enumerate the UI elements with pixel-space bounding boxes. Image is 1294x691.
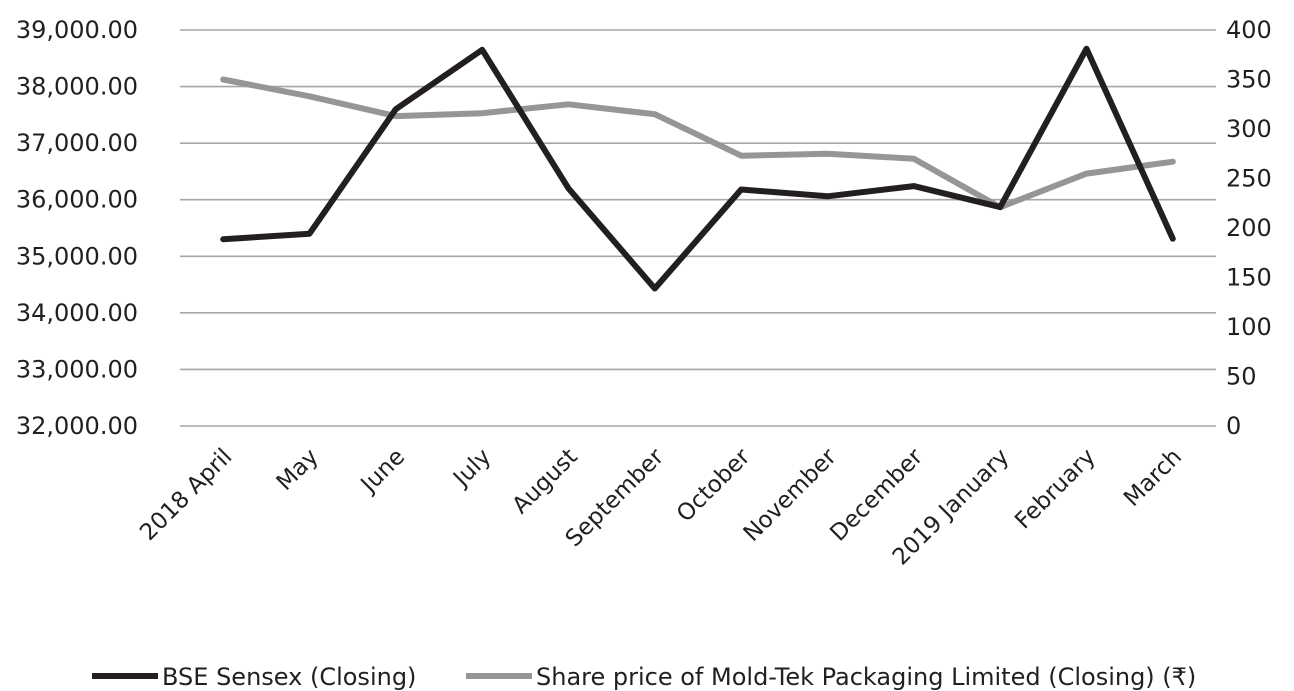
left-tick-label: 33,000.00: [16, 355, 138, 383]
series-lines: [220, 45, 1176, 292]
x-tick-label-august: August: [507, 444, 582, 519]
right-tick-label: 250: [1226, 165, 1272, 193]
legend-label-bse-sensex: BSE Sensex (Closing): [162, 663, 416, 691]
right-tick-label: 150: [1226, 264, 1272, 292]
right-tick-label: 400: [1226, 16, 1272, 44]
right-tick-label: 0: [1226, 412, 1241, 440]
x-tick-label-november: November: [739, 443, 842, 546]
left-tick-label: 39,000.00: [16, 16, 138, 44]
right-tick-label: 50: [1226, 363, 1257, 391]
right-tick-label: 300: [1226, 115, 1272, 143]
gridlines: [180, 29, 1216, 427]
x-tick-label-february: February: [1010, 444, 1100, 534]
right-tick-label: 200: [1226, 214, 1272, 242]
left-tick-label: 35,000.00: [16, 242, 138, 270]
x-tick-label-july: July: [447, 444, 496, 493]
x-tick-label-may: May: [272, 444, 324, 496]
left-tick-label: 36,000.00: [16, 186, 138, 214]
x-tick-label-2018-april: 2018 April: [135, 444, 237, 546]
left-tick-label: 34,000.00: [16, 299, 138, 327]
right-tick-label: 350: [1226, 66, 1272, 94]
legend: BSE Sensex (Closing) Share price of Mold…: [92, 663, 1196, 691]
left-tick-label: 37,000.00: [16, 129, 138, 157]
x-tick-label-march: March: [1119, 444, 1187, 512]
right-tick-label: 100: [1226, 313, 1272, 341]
left-tick-label: 32,000.00: [16, 412, 138, 440]
series-line-share-price-of-mold-tek-packaging-limite: [220, 76, 1176, 211]
right-axis-tick-labels: 0 50 100 150 200 250 300 350 400: [1226, 16, 1272, 440]
x-tick-label-october: October: [672, 443, 756, 527]
left-tick-label: 38,000.00: [16, 73, 138, 101]
legend-label-mold-tek-share-price: Share price of Mold-Tek Packaging Limite…: [536, 663, 1196, 691]
x-tick-label-june: June: [355, 444, 410, 499]
series-line-bse-sensex-closing: [220, 45, 1176, 292]
left-axis-tick-labels: 32,000.00 33,000.00 34,000.00 35,000.00 36,0…: [16, 16, 138, 440]
